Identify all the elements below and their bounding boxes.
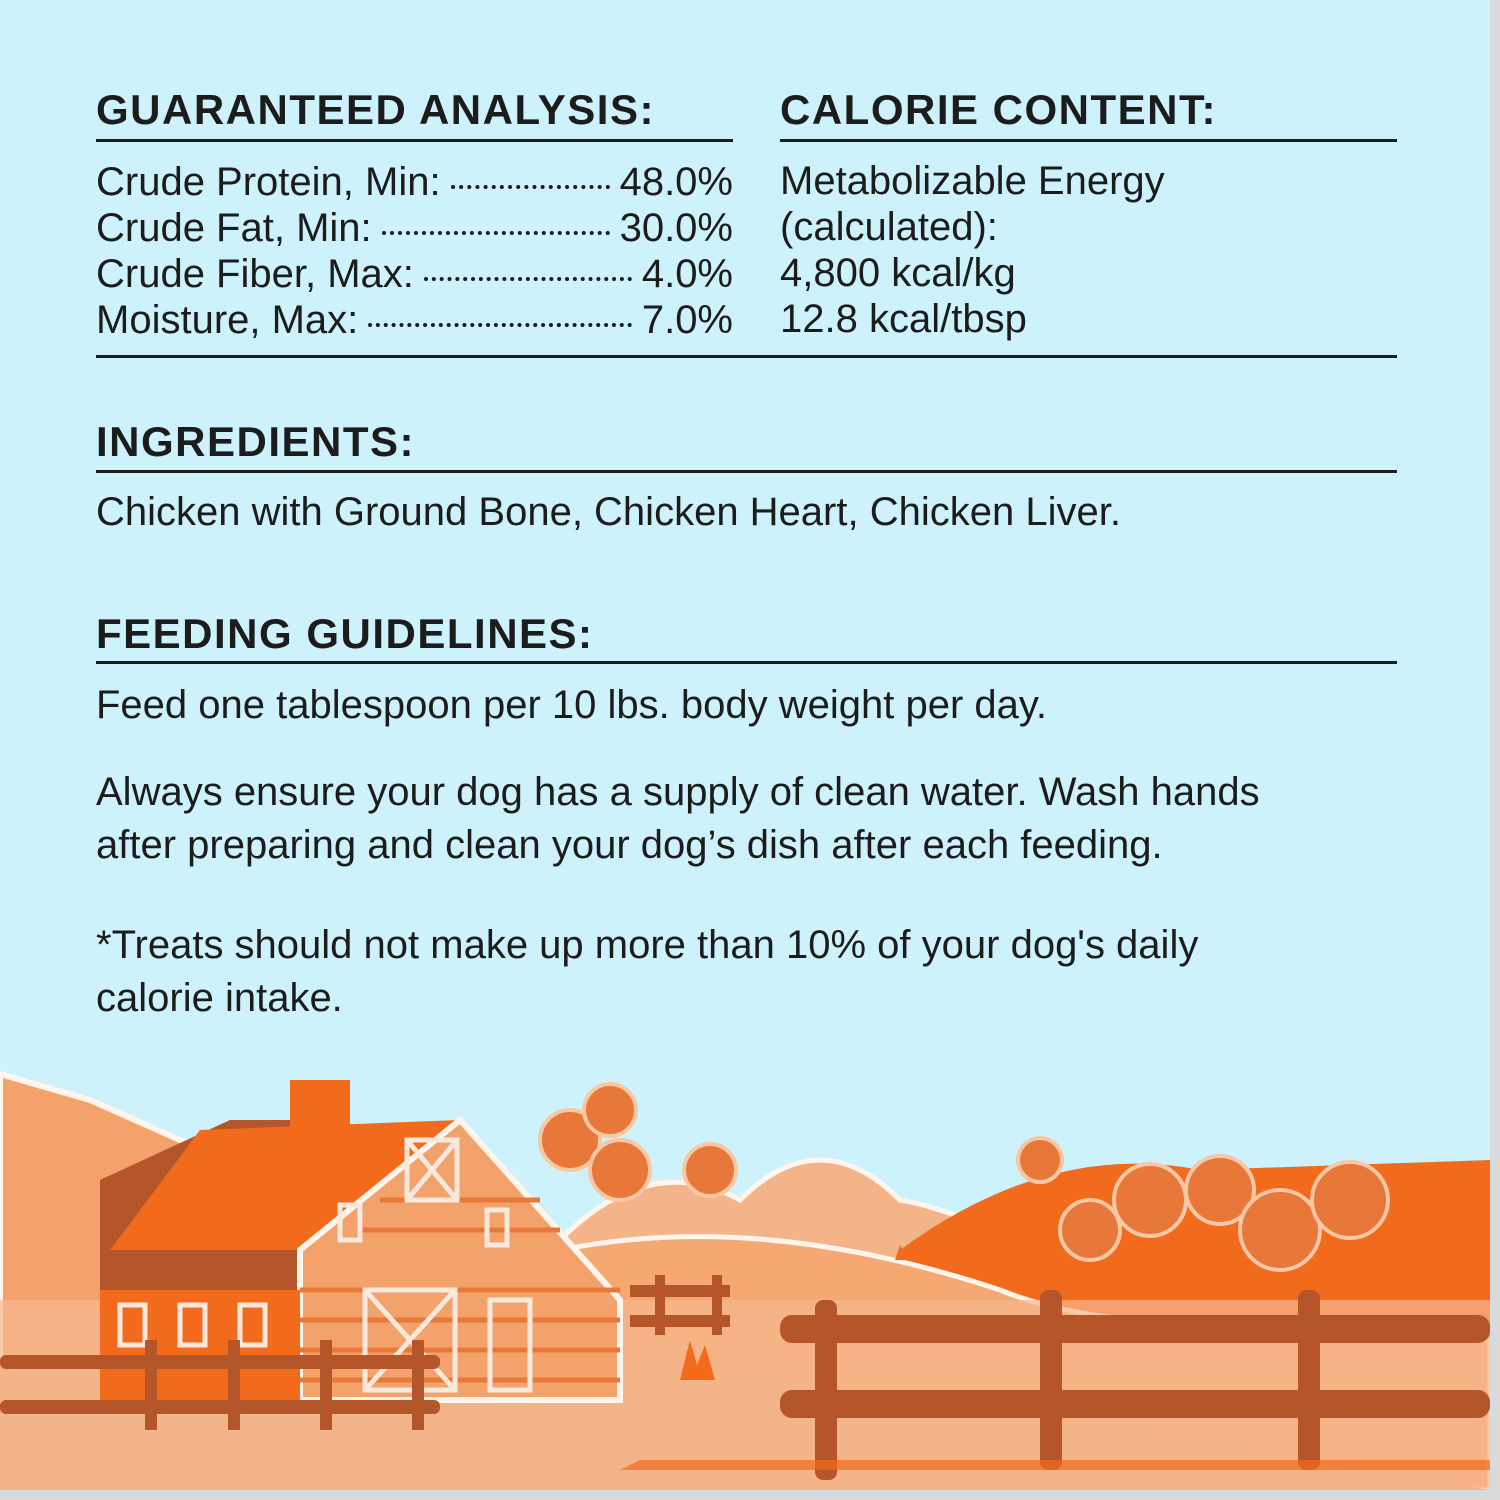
ingredients-heading: INGREDIENTS: (96, 418, 416, 465)
row-label: Crude Protein, Min: (96, 160, 441, 204)
row-label: Crude Fiber, Max: (96, 252, 414, 296)
analysis-row: Crude Fat, Min: 30.0% (96, 206, 733, 252)
analysis-row: Crude Protein, Min: 48.0% (96, 160, 733, 206)
row-value: 7.0% (641, 298, 733, 342)
treats-note: calorie intake. (96, 976, 343, 1020)
analysis-row: Moisture, Max: 7.0% (96, 298, 733, 344)
calorie-line: 12.8 kcal/tbsp (780, 297, 1027, 341)
divider (96, 355, 1397, 358)
feeding-text: Feed one tablespoon per 10 lbs. body wei… (96, 683, 1048, 727)
row-value: 48.0% (619, 160, 733, 204)
analysis-row: Crude Fiber, Max: 4.0% (96, 252, 733, 298)
divider (780, 139, 1397, 142)
calorie-line: Metabolizable Energy (780, 159, 1165, 203)
feeding-guidelines-heading: FEEDING GUIDELINES: (96, 610, 594, 657)
divider (96, 661, 1397, 664)
divider (96, 139, 733, 142)
farm-illustration (0, 1070, 1490, 1490)
row-value: 4.0% (641, 252, 733, 296)
divider (96, 470, 1397, 473)
calorie-line: 4,800 kcal/kg (780, 251, 1016, 295)
row-label: Crude Fat, Min: (96, 206, 372, 250)
ingredients-text: Chicken with Ground Bone, Chicken Heart,… (96, 490, 1121, 534)
calorie-line: (calculated): (780, 205, 998, 249)
feeding-text: after preparing and clean your dog’s dis… (96, 823, 1163, 867)
row-label: Moisture, Max: (96, 298, 359, 342)
feeding-text: Always ensure your dog has a supply of c… (96, 770, 1260, 814)
treats-note: *Treats should not make up more than 10%… (96, 923, 1199, 967)
guaranteed-analysis-heading: GUARANTEED ANALYSIS: (96, 86, 655, 133)
row-value: 30.0% (619, 206, 733, 250)
calorie-content-heading: CALORIE CONTENT: (780, 86, 1217, 133)
